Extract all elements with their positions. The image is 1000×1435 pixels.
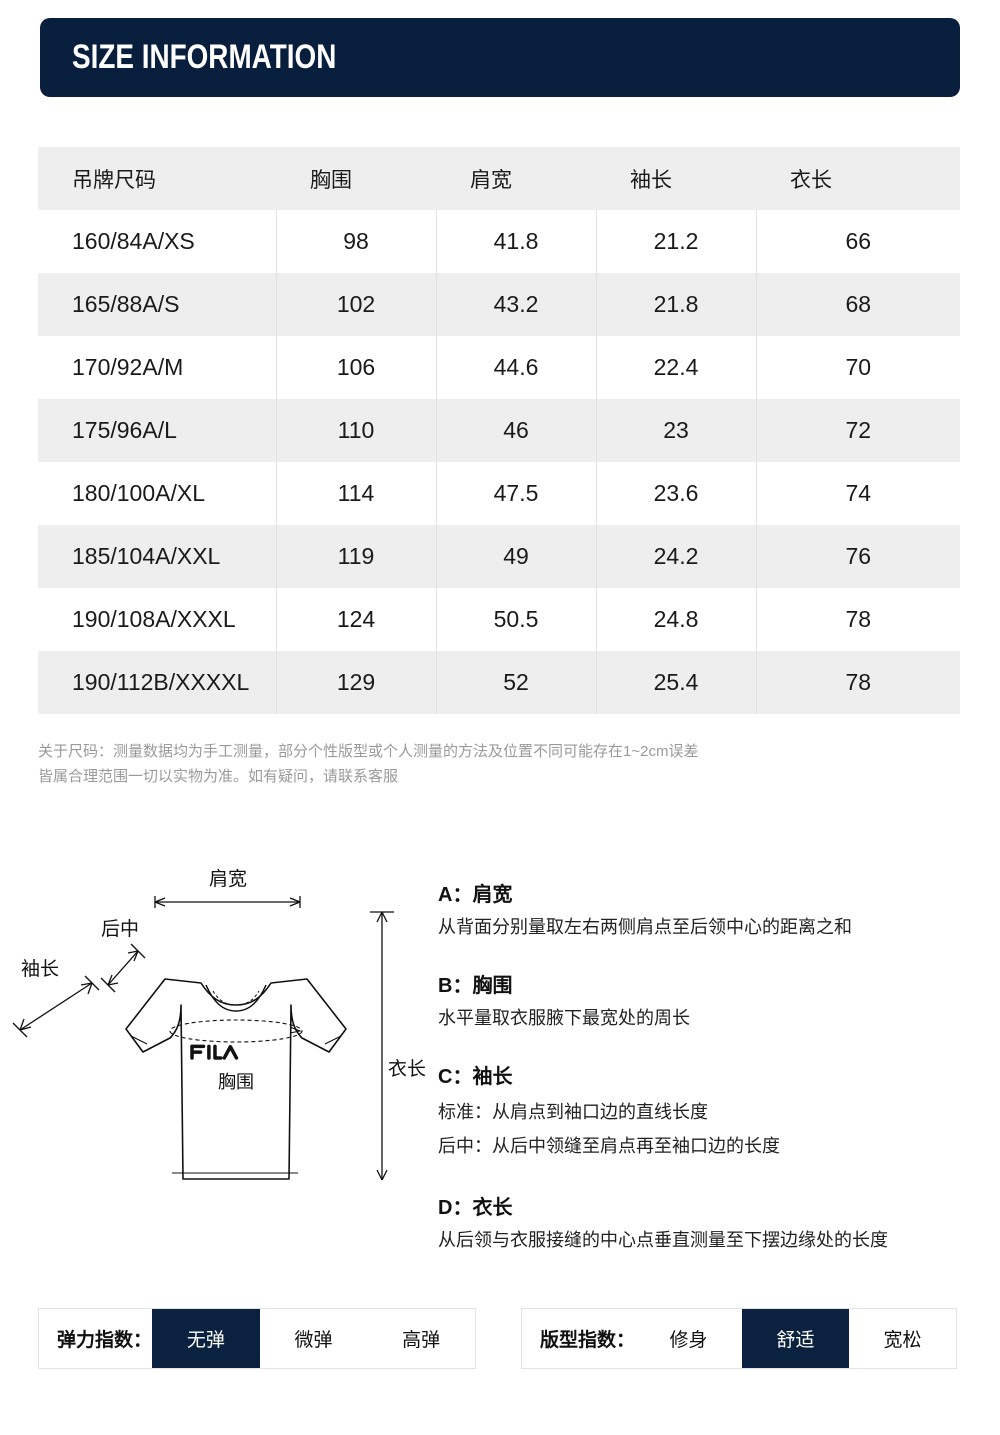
- svg-text:衣长: 衣长: [388, 1058, 426, 1080]
- svg-text:肩宽: 肩宽: [209, 868, 247, 890]
- svg-text:后中: 后中: [101, 918, 139, 940]
- svg-text:袖长: 袖长: [21, 958, 59, 980]
- svg-text:胸围: 胸围: [218, 1072, 254, 1092]
